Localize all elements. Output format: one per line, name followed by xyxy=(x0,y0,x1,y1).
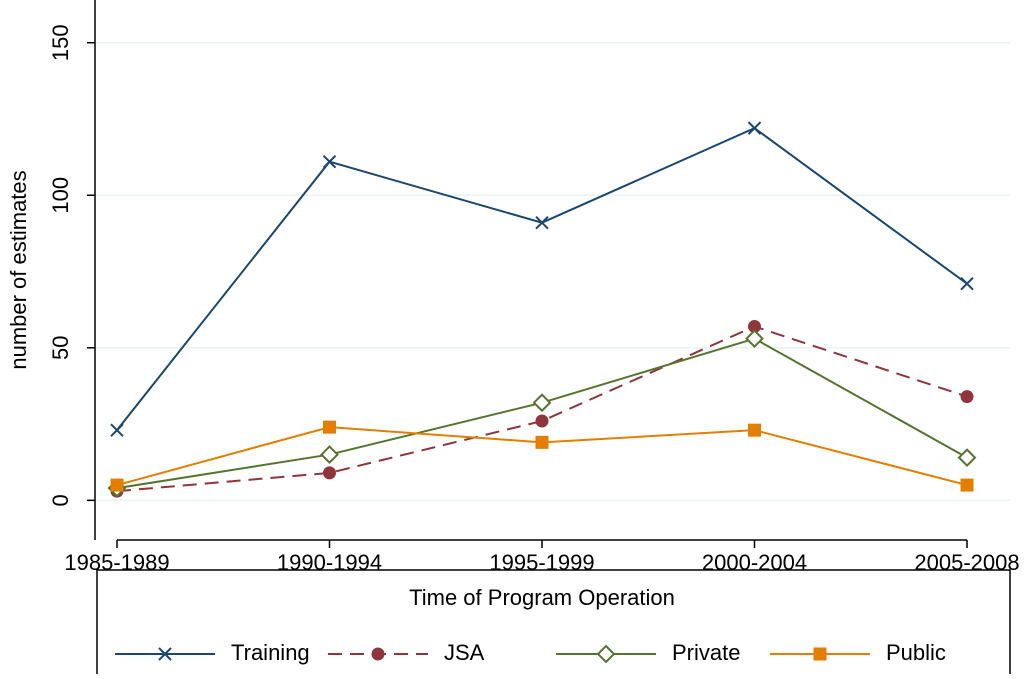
legend-label: Private xyxy=(672,640,740,665)
marker xyxy=(813,647,827,661)
marker xyxy=(748,423,761,437)
marker xyxy=(110,423,124,437)
marker xyxy=(596,644,616,664)
y-axis-title: number of estimates xyxy=(6,170,31,369)
x-tick-label: 1990-1994 xyxy=(277,550,382,575)
marker xyxy=(960,478,974,492)
marker xyxy=(957,448,977,468)
marker xyxy=(110,478,124,492)
x-tick-label: 2000-2004 xyxy=(702,550,807,575)
legend-box xyxy=(96,569,1011,679)
marker xyxy=(323,466,336,480)
y-tick-label: 0 xyxy=(48,494,73,506)
marker xyxy=(323,420,336,434)
marker xyxy=(535,216,549,230)
marker xyxy=(322,154,337,169)
x-axis-title: Time of Program Operation xyxy=(409,585,675,610)
series-line xyxy=(116,325,968,493)
legend-label: Training xyxy=(231,640,310,665)
series-line xyxy=(116,426,968,487)
x-tick-label: 2005-2008 xyxy=(914,550,1019,575)
marker xyxy=(747,121,762,135)
marker xyxy=(535,435,549,449)
legend-label: Public xyxy=(886,640,946,665)
y-tick-label: 150 xyxy=(48,24,73,61)
y-tick-label: 100 xyxy=(48,177,73,214)
marker xyxy=(960,390,974,404)
marker xyxy=(960,277,974,291)
marker xyxy=(320,445,339,464)
legend-label: JSA xyxy=(444,640,485,665)
marker xyxy=(371,647,385,661)
marker xyxy=(535,414,549,428)
series-line xyxy=(116,337,968,490)
marker xyxy=(745,329,764,349)
marker xyxy=(748,319,761,333)
y-tick-label: 50 xyxy=(48,336,73,360)
x-tick-label: 1985-1989 xyxy=(64,550,169,575)
marker xyxy=(532,393,552,413)
marker xyxy=(158,647,172,661)
series-line xyxy=(116,126,968,431)
x-tick-label: 1995-1999 xyxy=(489,550,594,575)
